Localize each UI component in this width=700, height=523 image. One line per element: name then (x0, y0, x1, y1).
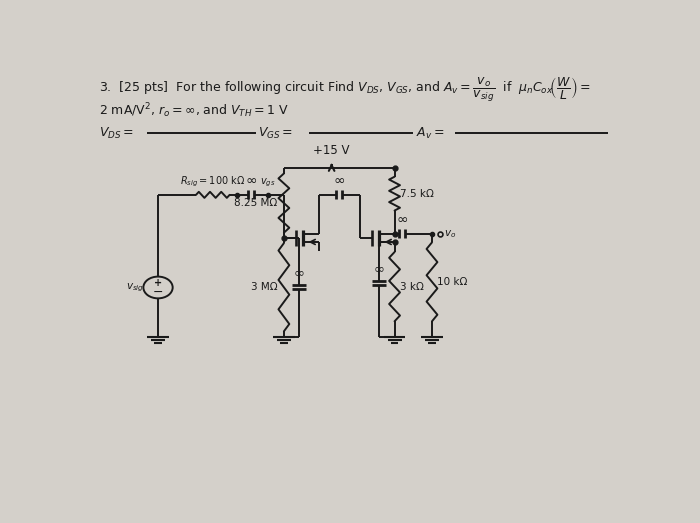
Text: 3.  [25 pts]  For the following circuit Find $V_{DS}$, $V_{GS}$, and $A_v = \dfr: 3. [25 pts] For the following circuit Fi… (99, 76, 591, 104)
Text: +15 V: +15 V (314, 144, 350, 157)
Text: 3 MΩ: 3 MΩ (251, 282, 277, 292)
Text: ∞: ∞ (333, 174, 345, 188)
Text: $A_v = $: $A_v = $ (416, 127, 444, 142)
Text: $v_o$: $v_o$ (444, 228, 456, 240)
Text: $V_{DS} = $: $V_{DS} = $ (99, 127, 134, 142)
Text: $V_{GS} = $: $V_{GS} = $ (258, 127, 293, 142)
Text: +: + (154, 278, 162, 288)
Text: ∞: ∞ (374, 262, 385, 275)
Text: ∞: ∞ (293, 266, 304, 279)
Text: $R_{sig} = 100$ kΩ: $R_{sig} = 100$ kΩ (180, 174, 246, 189)
Text: 2 mA/V$^2$, $r_o = \infty$, and $V_{TH} = 1$ V: 2 mA/V$^2$, $r_o = \infty$, and $V_{TH} … (99, 101, 289, 120)
Text: 3 kΩ: 3 kΩ (400, 282, 424, 292)
Text: 10 kΩ: 10 kΩ (438, 277, 468, 287)
Text: ∞: ∞ (396, 213, 408, 226)
Text: ∞: ∞ (246, 174, 257, 188)
Text: 7.5 kΩ: 7.5 kΩ (400, 189, 434, 199)
Text: $v_{gs}$: $v_{gs}$ (260, 177, 275, 189)
Text: 8.25 MΩ: 8.25 MΩ (234, 198, 277, 208)
Text: $v_{sig}$: $v_{sig}$ (126, 281, 144, 294)
Text: −: − (153, 286, 163, 299)
